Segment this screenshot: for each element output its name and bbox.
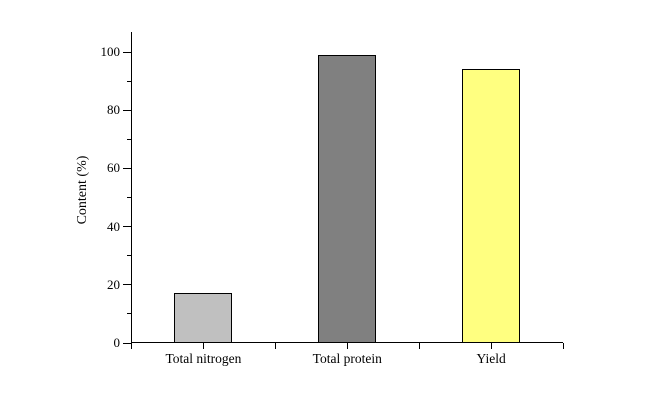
- y-minor-tick: [127, 313, 131, 315]
- y-major-tick: [123, 284, 131, 286]
- y-axis-title: Content (%): [75, 155, 90, 225]
- bar: [174, 292, 233, 343]
- y-major-tick: [123, 51, 131, 53]
- y-minor-tick: [127, 255, 131, 257]
- x-tick: [490, 343, 492, 349]
- bar: [462, 69, 521, 343]
- y-tick-label: 40: [107, 218, 120, 234]
- y-tick-label: 100: [100, 44, 121, 59]
- x-category-label: Total protein: [312, 351, 382, 366]
- x-tick: [274, 343, 276, 349]
- x-tick: [346, 343, 348, 349]
- bar: [318, 54, 377, 343]
- x-tick: [131, 343, 132, 349]
- x-category-label: Total nitrogen: [165, 351, 242, 366]
- x-tick: [202, 343, 204, 349]
- x-tick: [562, 343, 564, 349]
- y-major-tick: [123, 167, 131, 169]
- y-major-tick: [123, 342, 131, 344]
- y-tick-label: 0: [113, 335, 121, 350]
- x-tick: [418, 343, 420, 349]
- y-minor-tick: [127, 197, 131, 198]
- y-major-tick: [123, 109, 131, 111]
- y-minor-tick: [127, 80, 131, 82]
- y-tick-label: 60: [107, 160, 120, 176]
- y-major-tick: [123, 226, 131, 228]
- y-tick-label: 20: [107, 276, 120, 292]
- y-minor-tick: [127, 138, 131, 140]
- x-category-label: Yield: [476, 351, 506, 366]
- y-tick-label: 80: [107, 102, 120, 118]
